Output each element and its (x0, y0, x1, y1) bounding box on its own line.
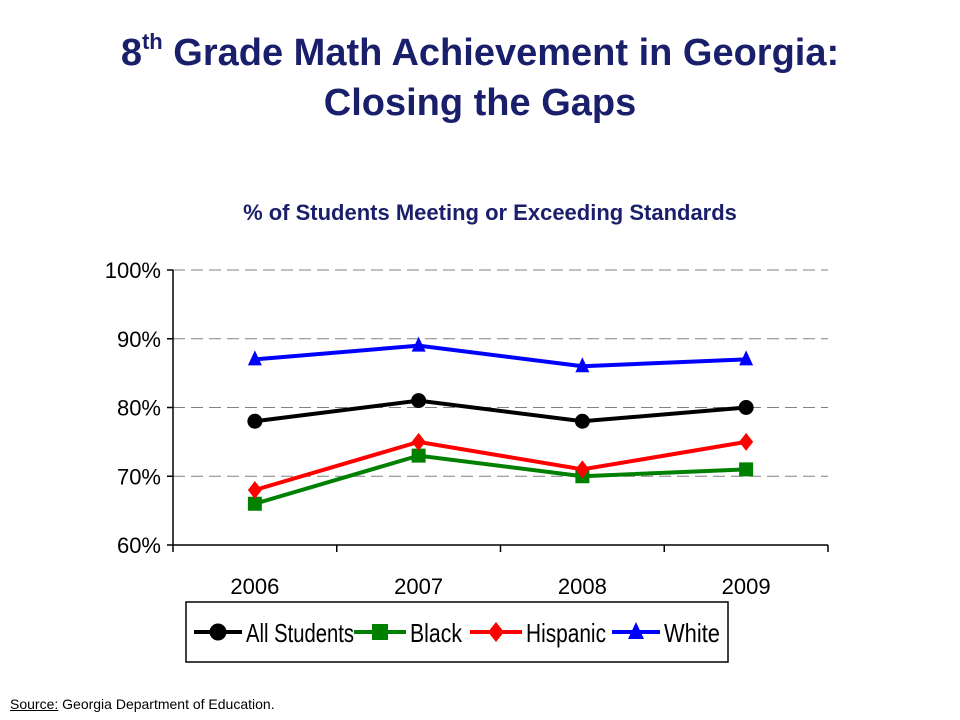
y-tick-label: 90% (117, 327, 161, 352)
legend-marker (209, 623, 227, 641)
title-superscript: th (141, 29, 163, 54)
title-number: 8 (120, 32, 142, 74)
legend-marker (628, 622, 644, 639)
data-point (411, 432, 426, 451)
source-label: Source: (10, 696, 59, 712)
legend-marker (372, 624, 388, 640)
legend-label: White (664, 618, 720, 648)
series-line-white (254, 343, 747, 369)
data-point (739, 462, 754, 477)
data-point (247, 481, 262, 499)
source-text: Georgia Department of Education. (58, 696, 275, 712)
series-line-all-students (254, 398, 747, 424)
line-chart: 60% 70% 80% 90% 100% 2006 2007 2008 2009 All Stud… (105, 258, 829, 663)
x-tick-label: 2008 (558, 574, 607, 599)
data-point (738, 400, 754, 415)
data-point (411, 393, 427, 409)
series-line-hispanic (254, 439, 747, 492)
data-point (739, 350, 754, 366)
data-point (575, 357, 590, 373)
page-title: 8th Grade Math Achievement in Georgia: C… (0, 28, 960, 128)
y-tick-label: 70% (117, 464, 161, 489)
data-point (575, 460, 590, 479)
title-line-1: 8th Grade Math Achievement in Georgia: (0, 28, 960, 78)
data-point (574, 413, 590, 429)
x-tick-label: 2007 (394, 574, 443, 599)
y-tick-label: 100% (105, 258, 161, 283)
legend-label: All Students (246, 618, 354, 648)
y-tick-label: 60% (117, 533, 161, 558)
data-point (247, 350, 262, 366)
data-point (247, 496, 262, 511)
y-tick-label: 80% (117, 396, 161, 421)
data-point (411, 336, 426, 352)
source-note: Source: Georgia Department of Education. (10, 696, 275, 712)
legend-label: Hispanic (526, 618, 606, 648)
chart-subtitle: % of Students Meeting or Exceeding Stand… (243, 200, 737, 225)
x-tick-label: 2006 (230, 574, 279, 599)
x-tick-label: 2009 (722, 574, 771, 599)
title-line-2: Closing the Gaps (323, 82, 637, 124)
series-line-black (254, 453, 747, 506)
data-point (247, 413, 263, 429)
data-point (739, 432, 754, 451)
data-point (411, 448, 426, 463)
legend-marker (488, 622, 504, 642)
legend-label: Black (410, 618, 463, 648)
title-text: Grade Math Achievement in Georgia: (162, 32, 840, 74)
